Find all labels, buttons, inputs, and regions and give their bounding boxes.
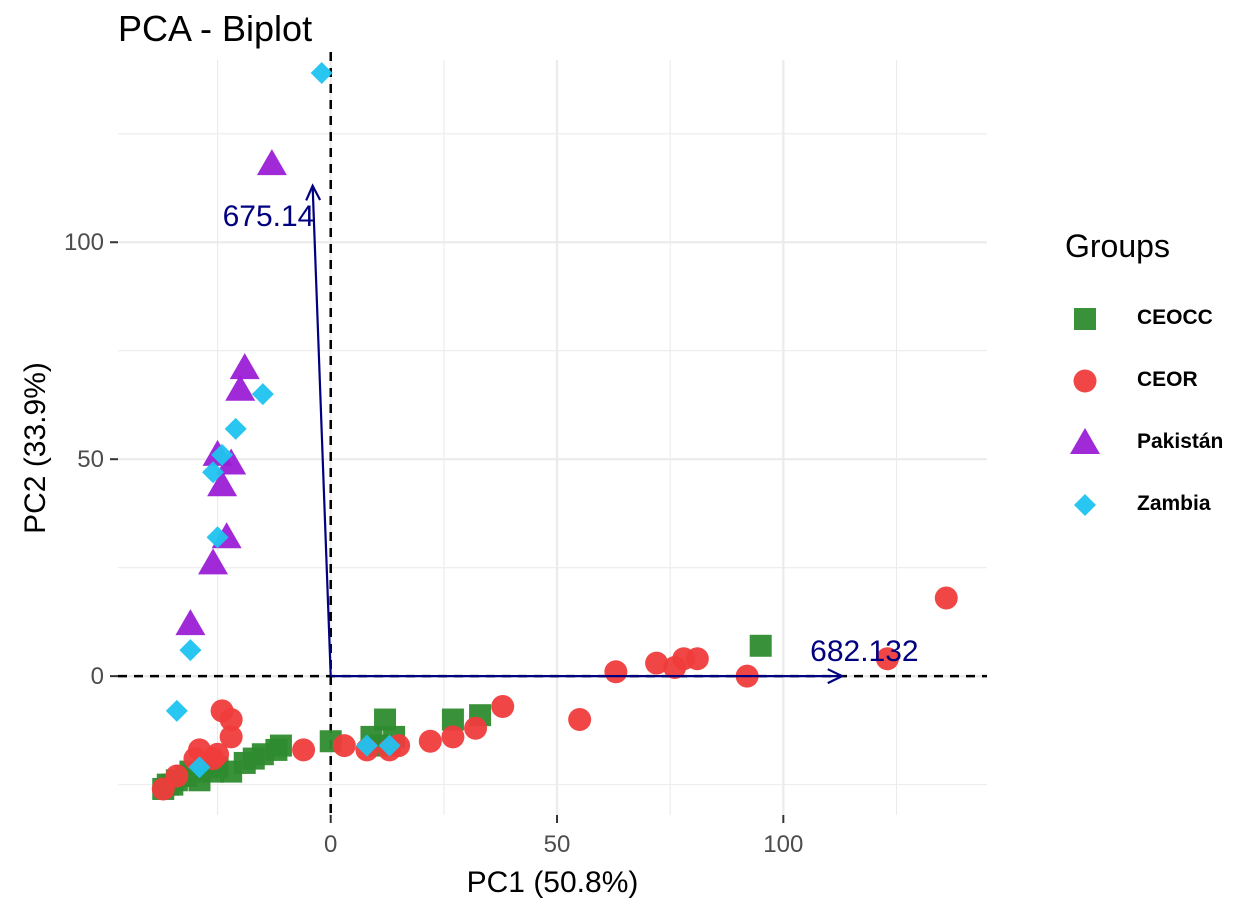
legend-item: Zambia [1065, 473, 1223, 535]
loading-arrows: 675.14 682.132 [223, 183, 919, 685]
legend-marker-shape [1074, 494, 1096, 516]
loading-arrowhead [305, 183, 322, 201]
point-zambia [179, 639, 202, 662]
chart-title: PCA - Biplot [118, 8, 313, 49]
x-tick-label: 100 [763, 831, 803, 858]
point-zambia [310, 62, 333, 85]
data-points [151, 62, 958, 801]
legend: Groups CEOCC CEOR Pakistán Zambia [1065, 228, 1223, 535]
loading-label: 675.14 [223, 200, 315, 233]
loading-arrowhead [827, 668, 845, 685]
legend-title: Groups [1065, 228, 1170, 264]
point-ceor [165, 764, 189, 788]
y-tick-label: 0 [91, 663, 104, 690]
point-ceor [219, 708, 243, 732]
legend-key-triangle-icon [1065, 422, 1115, 462]
x-tick-label: 0 [324, 831, 337, 858]
point-ceocc [374, 708, 397, 731]
point-ceor [604, 660, 628, 684]
legend-items: CEOCC CEOR Pakistán Zambia [1065, 287, 1223, 535]
legend-item: Pakistán [1065, 411, 1223, 473]
point-ceor [491, 695, 515, 719]
point-zambia [355, 734, 378, 757]
point-ceocc [269, 734, 292, 757]
legend-marker-shape [1070, 428, 1100, 454]
reference-lines [118, 52, 987, 815]
point-ceor [645, 651, 669, 675]
point-ceor [332, 734, 356, 758]
legend-label: CEOR [1137, 368, 1198, 391]
legend-marker [1074, 308, 1096, 330]
point-zambia [202, 461, 225, 484]
point-ceor [206, 742, 230, 766]
y-tick-label: 50 [77, 446, 104, 473]
loading-arrow-line [311, 185, 332, 677]
point-pakist-n [225, 374, 256, 401]
grid-lines [118, 60, 987, 815]
legend-key-diamond-icon [1065, 484, 1115, 524]
y-axis-label: PC2 (33.9%) [19, 362, 52, 534]
point-ceor [464, 716, 488, 740]
point-zambia [251, 383, 274, 406]
point-zambia [188, 756, 211, 779]
point-zambia [224, 417, 247, 440]
point-ceor [418, 729, 442, 753]
point-ceocc [749, 634, 772, 657]
y-tick-label: 100 [64, 229, 104, 256]
legend-key-circle-icon [1065, 360, 1115, 400]
point-pakist-n [216, 448, 247, 475]
legend-marker [1074, 494, 1096, 516]
point-zambia [206, 526, 229, 549]
point-pakist-n [229, 353, 260, 380]
legend-label: Zambia [1137, 492, 1211, 515]
point-ceor [875, 647, 899, 671]
point-pakist-n [198, 548, 229, 575]
point-ceor [934, 586, 958, 610]
point-ceor [685, 647, 709, 671]
point-ceor [441, 725, 465, 749]
legend-label: CEOCC [1137, 306, 1213, 329]
point-zambia [378, 734, 401, 757]
legend-marker [1070, 428, 1100, 454]
point-pakist-n [207, 470, 238, 497]
legend-key-square-icon [1065, 298, 1115, 338]
legend-item: CEOR [1065, 349, 1223, 411]
point-zambia [165, 699, 188, 722]
legend-marker-shape [1074, 308, 1096, 330]
legend-label: Pakistán [1137, 430, 1224, 453]
point-ceocc [441, 708, 464, 731]
point-ceor [292, 738, 316, 762]
legend-marker [1073, 369, 1097, 393]
legend-marker-shape [1073, 369, 1097, 393]
axis-ticks: 0 50 100 0 50 100 [64, 229, 803, 858]
x-tick-label: 50 [544, 831, 571, 858]
legend-item: CEOCC [1065, 287, 1223, 349]
point-zambia [211, 443, 234, 466]
point-ceor [219, 725, 243, 749]
point-pakist-n [256, 149, 287, 176]
x-axis-label: PC1 (50.8%) [466, 866, 639, 899]
loading-label: 682.132 [810, 635, 918, 668]
point-ceor [568, 708, 592, 732]
point-pakist-n [175, 609, 206, 636]
